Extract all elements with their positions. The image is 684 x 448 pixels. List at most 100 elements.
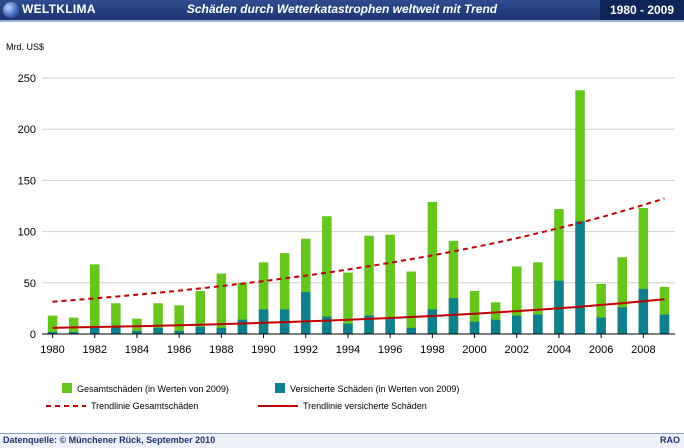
bar-total bbox=[617, 257, 627, 334]
y-tick-label: 0 bbox=[30, 329, 36, 341]
bar-total bbox=[68, 317, 79, 334]
grid bbox=[42, 77, 675, 284]
x-tick-label: 1988 bbox=[209, 344, 233, 356]
y-tick-label: 100 bbox=[18, 227, 36, 239]
bar-insured bbox=[469, 321, 480, 334]
bar-insured bbox=[575, 221, 585, 334]
legend-swatch-total bbox=[62, 383, 72, 393]
bar-insured bbox=[638, 288, 649, 334]
bar-total bbox=[638, 208, 649, 334]
x-tick-label: 1994 bbox=[336, 344, 360, 356]
legend-swatch-insured bbox=[275, 383, 285, 393]
page-title: Schäden durch Wetterkatastrophen weltwei… bbox=[186, 2, 498, 16]
trend-lines bbox=[52, 197, 665, 329]
bar-insured bbox=[68, 331, 79, 334]
bar-insured bbox=[364, 315, 374, 334]
header-separator bbox=[0, 20, 684, 22]
bar-total bbox=[490, 302, 501, 334]
bar-insured bbox=[617, 307, 627, 334]
bar-total bbox=[322, 216, 332, 334]
bar-total bbox=[195, 290, 205, 334]
bar-total bbox=[554, 209, 564, 334]
bar-total bbox=[216, 273, 227, 334]
bar-insured bbox=[174, 330, 184, 334]
x-tick-label: 1996 bbox=[378, 344, 402, 356]
y-tick-label: 50 bbox=[24, 278, 36, 290]
globe-icon bbox=[3, 2, 19, 18]
bar-total bbox=[512, 266, 522, 334]
chart-container: Mrd. US$ 0 50 100 150 200 250 1980 1982 1984 1986… bbox=[0, 22, 684, 437]
bar-total bbox=[364, 235, 374, 334]
x-tick-label: 1998 bbox=[420, 344, 444, 356]
bar-insured bbox=[195, 326, 205, 334]
footer-bar: Datenquelle: © Münchener Rück, September… bbox=[0, 433, 684, 448]
x-tick-label: 1982 bbox=[83, 344, 107, 356]
bar-total bbox=[427, 201, 438, 334]
bar-insured bbox=[596, 317, 606, 334]
x-tick-label: 2002 bbox=[505, 344, 529, 356]
legend-label-trend-total: Trendlinie Gesamtschäden bbox=[91, 401, 198, 411]
bar-total bbox=[385, 234, 395, 334]
footer-brand: RAO bbox=[660, 435, 680, 445]
bar-insured bbox=[448, 298, 459, 334]
bar-insured bbox=[258, 309, 269, 334]
bar-insured bbox=[322, 316, 332, 334]
bar-total bbox=[448, 240, 459, 334]
bar-total bbox=[301, 238, 311, 334]
trend-line-insured bbox=[52, 298, 665, 329]
x-tick-label: 2004 bbox=[547, 344, 571, 356]
y-tick-label: 150 bbox=[18, 175, 36, 187]
bar-insured bbox=[132, 330, 142, 334]
bar-total bbox=[469, 290, 480, 334]
bar-total bbox=[596, 283, 606, 334]
bar-total bbox=[90, 264, 100, 334]
bar-total bbox=[533, 262, 543, 334]
x-tick-label: 1980 bbox=[40, 344, 64, 356]
bar-insured bbox=[406, 327, 416, 334]
legend-label-insured: Versicherte Schäden (in Werten von 2009) bbox=[290, 384, 459, 394]
bar-insured bbox=[47, 331, 58, 334]
period-badge: 1980 - 2009 bbox=[600, 0, 684, 20]
bar-insured bbox=[216, 327, 227, 334]
bar-total bbox=[174, 305, 184, 334]
axes: 0 50 100 150 200 250 1980 1982 1984 1986 1988 1990 1… bbox=[18, 73, 675, 356]
bar-insured bbox=[385, 318, 395, 334]
legend-label-total: Gesamtschäden (in Werten von 2009) bbox=[77, 384, 229, 394]
x-tick-label: 2000 bbox=[462, 344, 486, 356]
bar-insured bbox=[659, 314, 670, 334]
x-tick-label: 1984 bbox=[125, 344, 149, 356]
bar-total bbox=[343, 272, 353, 334]
legend: Gesamtschäden (in Werten von 2009) Versic… bbox=[46, 383, 459, 411]
bar-insured bbox=[153, 327, 163, 334]
bar-insured bbox=[512, 315, 522, 334]
bar-insured bbox=[427, 309, 438, 334]
bar-total bbox=[153, 303, 163, 334]
bar-insured bbox=[343, 323, 353, 334]
y-tick-label: 200 bbox=[18, 124, 36, 136]
bar-total bbox=[279, 253, 290, 334]
x-tick-label: 1990 bbox=[251, 344, 275, 356]
bar-total bbox=[111, 303, 121, 334]
header-bar: WELTKLIMA Schäden durch Wetterkatastroph… bbox=[0, 0, 684, 20]
trend-line-total bbox=[52, 197, 665, 303]
bar-insured bbox=[90, 326, 100, 334]
legend-label-trend-insured: Trendlinie versicherte Schäden bbox=[303, 401, 427, 411]
y-axis-label: Mrd. US$ bbox=[6, 42, 44, 52]
bar-insured bbox=[237, 319, 248, 334]
bars bbox=[47, 90, 670, 335]
x-tick-label: 1986 bbox=[167, 344, 191, 356]
bar-total bbox=[237, 282, 248, 334]
bar-total bbox=[406, 271, 416, 334]
bar-total bbox=[47, 315, 58, 334]
bar-insured bbox=[490, 319, 501, 334]
x-tick-label: 2008 bbox=[631, 344, 655, 356]
bar-total bbox=[659, 286, 670, 334]
brand-label: WELTKLIMA bbox=[22, 2, 96, 16]
x-tick-label: 1992 bbox=[294, 344, 318, 356]
bar-insured bbox=[301, 292, 311, 334]
bar-insured bbox=[111, 325, 121, 334]
bar-total bbox=[575, 90, 585, 335]
x-tick-label: 2006 bbox=[589, 344, 613, 356]
source-note: Datenquelle: © Münchener Rück, September… bbox=[3, 435, 216, 445]
bar-insured bbox=[533, 314, 543, 334]
